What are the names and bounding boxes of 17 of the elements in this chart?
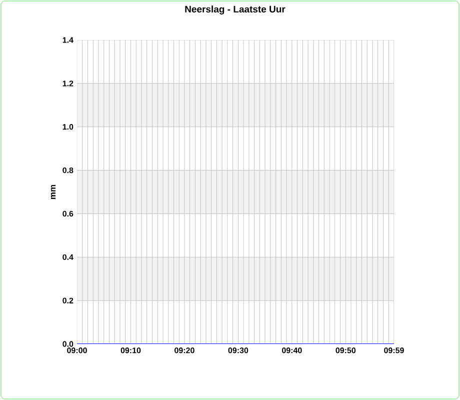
y-tick-label: 1.0 — [62, 124, 74, 130]
x-tick-label: 09:40 — [282, 348, 302, 354]
y-tick-label: 1.4 — [62, 37, 74, 43]
y-tick-label: 0.6 — [62, 210, 74, 217]
chart-title: Neerslag - Laatste Uur — [185, 6, 286, 14]
x-tick-label: 09:59 — [384, 348, 404, 354]
x-tick-label: 09:20 — [174, 348, 194, 354]
x-tick-label: 09:00 — [67, 348, 87, 354]
x-tick-label: 09:50 — [336, 348, 356, 354]
y-tick-label: 0.4 — [62, 254, 74, 260]
y-tick-label: 0.0 — [62, 341, 74, 347]
y-tick-label: 1.2 — [62, 80, 74, 86]
y-axis-title: mm — [50, 184, 56, 199]
y-tick-label: 0.8 — [62, 167, 74, 174]
x-tick-label: 09:30 — [228, 348, 248, 354]
y-tick-label: 0.2 — [62, 298, 74, 304]
x-tick-label: 09:10 — [120, 348, 141, 354]
